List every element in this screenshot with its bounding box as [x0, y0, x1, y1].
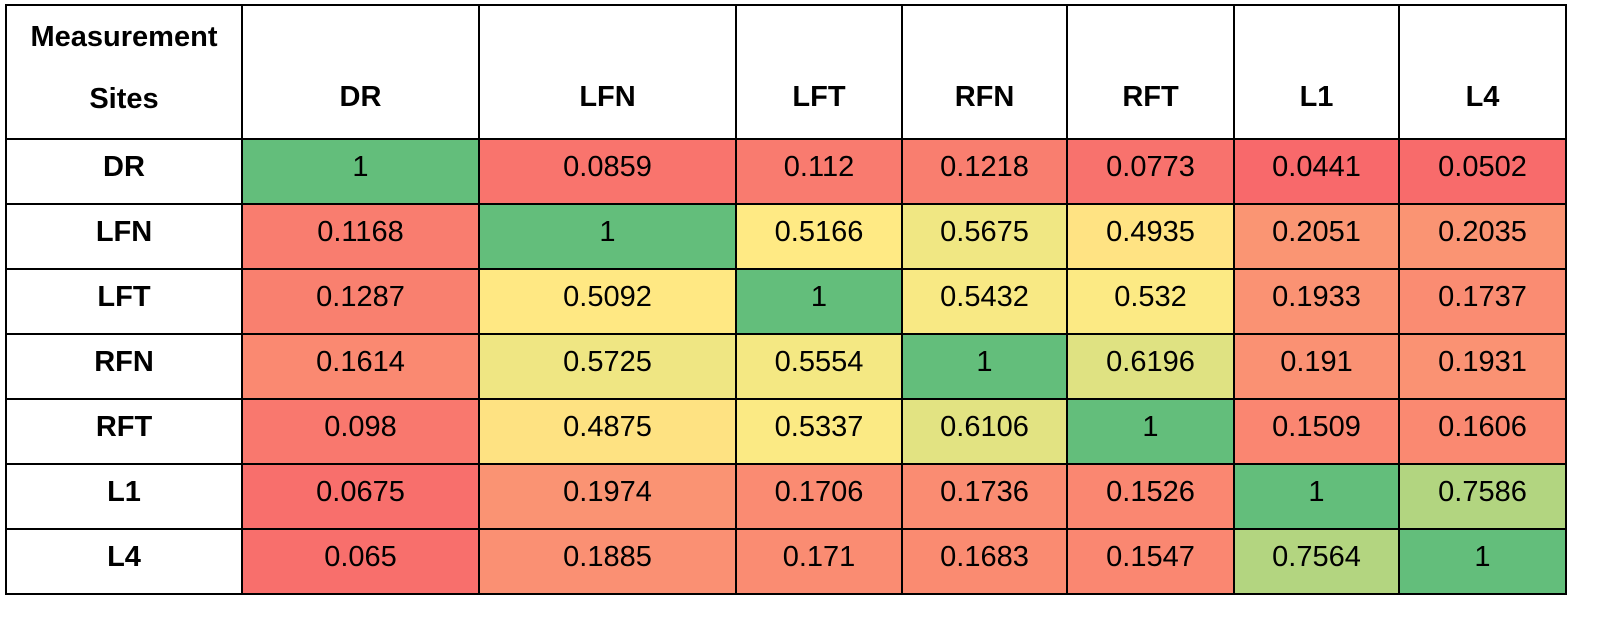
- value-cell: 0.2051: [1233, 203, 1400, 270]
- value-cell: 0.171: [735, 528, 903, 595]
- value-cell: 0.5432: [901, 268, 1068, 335]
- row-label: DR: [5, 138, 243, 205]
- value-cell: 1: [1233, 463, 1400, 530]
- value-cell: 0.7564: [1233, 528, 1400, 595]
- header-cell: RFN: [901, 4, 1068, 140]
- value-cell: 0.5554: [735, 333, 903, 400]
- value-cell: 1: [1066, 398, 1235, 465]
- value-cell: 0.065: [241, 528, 480, 595]
- value-cell: 0.0441: [1233, 138, 1400, 205]
- value-cell: 0.1614: [241, 333, 480, 400]
- value-cell: 0.4875: [478, 398, 737, 465]
- header-cell: Measurement Sites: [5, 4, 243, 140]
- value-cell: 0.532: [1066, 268, 1235, 335]
- value-cell: 0.1683: [901, 528, 1068, 595]
- value-cell: 0.4935: [1066, 203, 1235, 270]
- value-cell: 0.0675: [241, 463, 480, 530]
- value-cell: 0.1526: [1066, 463, 1235, 530]
- row-label: L1: [5, 463, 243, 530]
- value-cell: 0.0502: [1398, 138, 1567, 205]
- value-cell: 0.1885: [478, 528, 737, 595]
- value-cell: 0.1547: [1066, 528, 1235, 595]
- value-cell: 1: [1398, 528, 1567, 595]
- value-cell: 0.1706: [735, 463, 903, 530]
- value-cell: 0.2035: [1398, 203, 1567, 270]
- value-cell: 0.1287: [241, 268, 480, 335]
- value-cell: 0.1218: [901, 138, 1068, 205]
- value-cell: 0.7586: [1398, 463, 1567, 530]
- value-cell: 0.5675: [901, 203, 1068, 270]
- value-cell: 0.1737: [1398, 268, 1567, 335]
- header-cell: DR: [241, 4, 480, 140]
- value-cell: 1: [241, 138, 480, 205]
- row-label: L4: [5, 528, 243, 595]
- value-cell: 0.0773: [1066, 138, 1235, 205]
- row-label: LFT: [5, 268, 243, 335]
- value-cell: 0.5092: [478, 268, 737, 335]
- value-cell: 0.6106: [901, 398, 1068, 465]
- row-label: RFN: [5, 333, 243, 400]
- table-row: L1 0.0675 0.1974 0.1706 0.1736 0.1526 1 0.7586: [5, 463, 1567, 530]
- header-cell: RFT: [1066, 4, 1235, 140]
- value-cell: 0.098: [241, 398, 480, 465]
- table-row: L4 0.065 0.1885 0.171 0.1683 0.1547 0.7564 1: [5, 528, 1567, 595]
- row-label: LFN: [5, 203, 243, 270]
- value-cell: 0.1933: [1233, 268, 1400, 335]
- value-cell: 0.6196: [1066, 333, 1235, 400]
- row-label: RFT: [5, 398, 243, 465]
- value-cell: 0.112: [735, 138, 903, 205]
- table-row: LFT 0.1287 0.5092 1 0.5432 0.532 0.1933 0.1737: [5, 268, 1567, 335]
- header-cell: LFN: [478, 4, 737, 140]
- value-cell: 0.191: [1233, 333, 1400, 400]
- correlation-table: Measurement Sites DR LFN LFT RFN RFT L1 L4 DR 1 0…: [5, 4, 1567, 595]
- value-cell: 0.1931: [1398, 333, 1567, 400]
- value-cell: 0.5337: [735, 398, 903, 465]
- header-row: Measurement Sites DR LFN LFT RFN RFT L1 L4: [5, 4, 1567, 140]
- header-cell: L4: [1398, 4, 1567, 140]
- value-cell: 0.1974: [478, 463, 737, 530]
- value-cell: 1: [735, 268, 903, 335]
- value-cell: 0.5725: [478, 333, 737, 400]
- value-cell: 1: [478, 203, 737, 270]
- value-cell: 0.1509: [1233, 398, 1400, 465]
- table-row: DR 1 0.0859 0.112 0.1218 0.0773 0.0441 0.0502: [5, 138, 1567, 205]
- value-cell: 0.5166: [735, 203, 903, 270]
- header-cell: LFT: [735, 4, 903, 140]
- value-cell: 1: [901, 333, 1068, 400]
- table-row: RFN 0.1614 0.5725 0.5554 1 0.6196 0.191 0.1931: [5, 333, 1567, 400]
- table-row: RFT 0.098 0.4875 0.5337 0.6106 1 0.1509 0.1606: [5, 398, 1567, 465]
- table-body: DR 1 0.0859 0.112 0.1218 0.0773 0.0441 0.0502 LF…: [5, 138, 1567, 595]
- value-cell: 0.0859: [478, 138, 737, 205]
- value-cell: 0.1736: [901, 463, 1068, 530]
- value-cell: 0.1606: [1398, 398, 1567, 465]
- value-cell: 0.1168: [241, 203, 480, 270]
- table-row: LFN 0.1168 1 0.5166 0.5675 0.4935 0.2051 0.2035: [5, 203, 1567, 270]
- header-cell: L1: [1233, 4, 1400, 140]
